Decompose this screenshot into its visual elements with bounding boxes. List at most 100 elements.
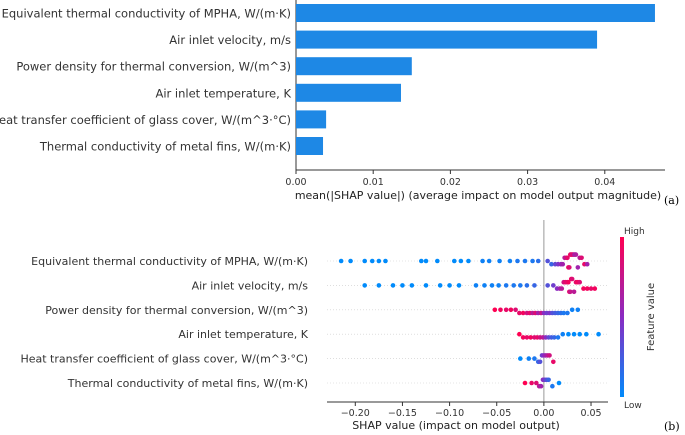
data-point (566, 331, 571, 337)
category-label: Power density for thermal conversion, W/… (16, 60, 291, 74)
data-point (551, 283, 556, 288)
data-point (486, 258, 492, 264)
data-point (362, 283, 368, 288)
data-point (418, 258, 424, 264)
data-point (534, 380, 539, 386)
bar (296, 137, 324, 155)
data-point (546, 377, 551, 383)
data-point (376, 258, 382, 264)
data-point (577, 279, 583, 285)
data-point (560, 261, 566, 267)
x-axis-label: mean(|SHAP value|) (average impact on mo… (295, 189, 661, 202)
data-point (551, 359, 556, 365)
data-point (567, 289, 573, 295)
x-tick-label: −0.10 (435, 408, 464, 419)
data-point (409, 283, 415, 288)
data-point (556, 380, 562, 386)
category-label: Air inlet temperature, K (155, 86, 291, 100)
beeswarm-chart-shap: Equivalent thermal conductivity of MPHA,… (20, 220, 680, 433)
data-point (451, 258, 457, 264)
data-point (447, 283, 452, 288)
data-point (383, 258, 388, 264)
data-point (517, 310, 522, 316)
data-point (517, 331, 522, 337)
data-point (549, 261, 554, 267)
data-point (518, 356, 523, 361)
data-point (566, 279, 571, 285)
data-point (513, 307, 518, 313)
data-point (522, 258, 528, 264)
data-point (538, 383, 544, 389)
data-point (579, 255, 584, 261)
bar (296, 30, 598, 49)
data-point (526, 356, 532, 361)
data-point (524, 335, 530, 340)
category-label: Air inlet temperature, K (178, 328, 308, 341)
data-point (596, 331, 601, 337)
colorbar (620, 237, 624, 397)
data-point (515, 258, 520, 264)
data-point (581, 286, 586, 291)
bar (296, 83, 401, 102)
data-point (567, 265, 572, 270)
data-point (584, 331, 589, 337)
data-point (480, 258, 485, 264)
category-label: Heat transfer coefficient of glass cover… (0, 113, 291, 127)
data-point (577, 331, 583, 337)
bar (296, 4, 655, 22)
x-tick-label: −0.15 (388, 408, 417, 419)
colorbar-high-label: High (624, 227, 645, 237)
data-point (560, 331, 566, 337)
data-point (423, 258, 429, 264)
data-point (435, 258, 440, 264)
x-tick-label: 0.01 (363, 177, 384, 188)
data-point (522, 380, 528, 386)
data-point (530, 258, 535, 264)
x-axis-label: SHAP value (impact on model output) (352, 419, 560, 432)
data-point (400, 283, 405, 288)
bar-chart-mean-shap: Equivalent thermal conductivity of MPHA,… (0, 0, 679, 207)
data-point (520, 335, 526, 340)
data-point (482, 283, 487, 288)
colorbar-title: Feature value (646, 283, 657, 351)
data-point (551, 335, 557, 340)
x-tick-label: −0.05 (482, 408, 511, 419)
data-point (473, 283, 479, 288)
x-tick-label: 0.04 (594, 177, 615, 188)
category-label: Air inlet velocity, m/s (192, 279, 309, 292)
data-point (508, 307, 514, 313)
data-point (545, 258, 550, 264)
data-point (559, 286, 565, 291)
data-point (532, 356, 537, 361)
data-point (584, 261, 590, 267)
data-point (592, 286, 598, 291)
category-label: Heat transfer coefficient of glass cover… (20, 353, 308, 366)
data-point (588, 286, 594, 291)
data-point (584, 286, 590, 291)
data-point (532, 283, 537, 288)
data-point (466, 258, 471, 264)
data-point (575, 307, 581, 313)
x-tick-label: 0.00 (533, 408, 554, 419)
data-point (437, 283, 443, 288)
data-point (456, 283, 462, 288)
panel-label-a: (a) (664, 194, 679, 207)
data-point (545, 283, 550, 288)
x-tick-label: −0.20 (341, 408, 370, 419)
data-point (376, 283, 382, 288)
colorbar-low-label: Low (624, 401, 642, 411)
data-point (507, 258, 513, 264)
data-point (524, 283, 530, 288)
bar (296, 57, 412, 76)
data-point (573, 252, 579, 257)
x-tick-label: 0.02 (440, 177, 461, 188)
panel-label-b: (b) (664, 420, 680, 433)
data-point (496, 283, 501, 288)
category-label: Air inlet velocity, m/s (169, 33, 291, 47)
data-point (390, 283, 396, 288)
data-point (503, 283, 509, 288)
category-label: Power density for thermal conversion, W/… (45, 304, 308, 317)
data-point (571, 331, 577, 337)
x-tick-label: 0.00 (285, 177, 306, 188)
